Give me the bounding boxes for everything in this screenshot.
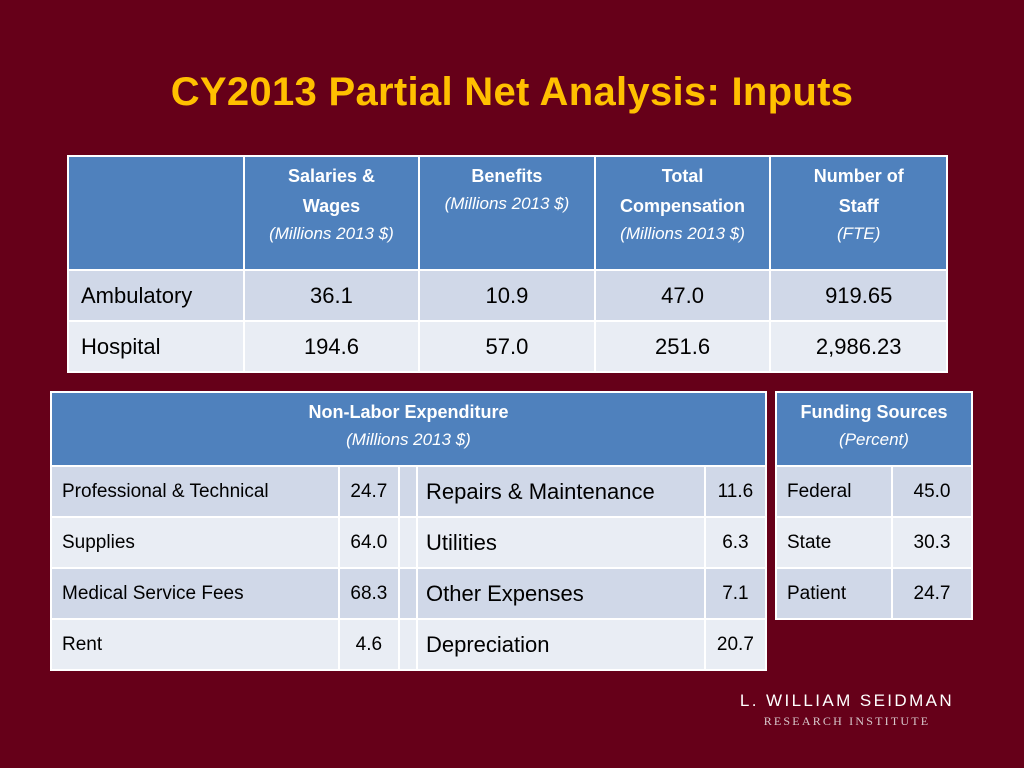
funding-label: Patient	[774, 567, 894, 620]
expense-label: Utilities	[416, 516, 706, 569]
funding-label: Federal	[774, 465, 894, 518]
header-unit: (Millions 2013 $)	[269, 224, 394, 243]
table-cell: 47.0	[593, 269, 772, 322]
header-unit: (Millions 2013 $)	[620, 224, 745, 243]
compensation-table: Salaries & Wages (Millions 2013 $) Benef…	[67, 155, 948, 373]
funding-label: State	[774, 516, 894, 569]
row-label-ambulatory: Ambulatory	[67, 269, 245, 322]
institute-logo: L. WILLIAM SEIDMAN RESEARCH INSTITUTE	[737, 690, 957, 730]
non-labor-expenditure-table: Non-Labor Expenditure (Millions 2013 $) …	[50, 391, 768, 671]
expense-value: 20.7	[703, 618, 768, 671]
funding-value: 24.7	[891, 567, 973, 620]
header-benefits: Benefits (Millions 2013 $)	[418, 155, 596, 271]
expense-label: Depreciation	[416, 618, 706, 671]
funding-value: 45.0	[891, 465, 973, 518]
table-row: Medical Service Fees 68.3 Other Expenses…	[50, 567, 768, 620]
header-line: Wages	[302, 196, 361, 216]
spacer-cell	[397, 465, 419, 518]
header-unit: (Millions 2013 $)	[444, 194, 570, 213]
header-line: Benefits	[471, 166, 543, 186]
funding-header: Funding Sources (Percent)	[775, 391, 973, 467]
logo-name: L. WILLIAM SEIDMAN	[739, 691, 955, 710]
spacer-cell	[397, 618, 419, 671]
table-row: Rent 4.6 Depreciation 20.7	[50, 618, 768, 671]
header-line: Staff	[838, 196, 879, 216]
non-labor-unit: (Millions 2013 $)	[346, 430, 471, 449]
expense-value: 6.3	[703, 516, 768, 569]
expense-value: 68.3	[337, 567, 400, 620]
expense-value: 64.0	[337, 516, 400, 569]
table-cell: 251.6	[593, 320, 772, 373]
header-salaries-wages: Salaries & Wages (Millions 2013 $)	[242, 155, 421, 271]
table-header-row: Non-Labor Expenditure (Millions 2013 $)	[50, 391, 767, 467]
spacer-cell	[397, 516, 419, 569]
table-row: Professional & Technical 24.7 Repairs & …	[50, 465, 768, 518]
table-cell: 10.9	[418, 269, 596, 322]
non-labor-title: Non-Labor Expenditure	[308, 402, 509, 422]
header-line: Compensation	[620, 196, 746, 216]
spacer-cell	[397, 567, 419, 620]
funding-title: Funding Sources	[800, 402, 948, 422]
expense-value: 24.7	[337, 465, 400, 518]
slide-title: CY2013 Partial Net Analysis: Inputs	[170, 70, 854, 114]
expense-value: 4.6	[337, 618, 400, 671]
header-unit: (FTE)	[836, 224, 881, 243]
funding-unit: (Percent)	[839, 430, 909, 449]
expense-label: Other Expenses	[416, 567, 706, 620]
expense-label: Professional & Technical	[50, 465, 340, 518]
header-line: Number of	[813, 166, 904, 186]
table-row: Hospital 194.6 57.0 251.6 2,986.23	[67, 320, 948, 373]
header-line: Total	[661, 166, 704, 186]
logo-subtitle: RESEARCH INSTITUTE	[763, 714, 931, 728]
non-labor-header: Non-Labor Expenditure (Millions 2013 $)	[50, 391, 767, 467]
header-total-compensation: Total Compensation (Millions 2013 $)	[593, 155, 772, 271]
header-number-of-staff: Number of Staff (FTE)	[769, 155, 948, 271]
header-line: Salaries &	[287, 166, 375, 186]
table-cell: 57.0	[418, 320, 596, 373]
table-row: Patient 24.7	[774, 567, 973, 620]
table-cell: 919.65	[769, 269, 948, 322]
row-label-hospital: Hospital	[67, 320, 245, 373]
table-row: Supplies 64.0 Utilities 6.3	[50, 516, 768, 569]
expense-label: Medical Service Fees	[50, 567, 340, 620]
table-row: State 30.3	[774, 516, 973, 569]
table-row: Federal 45.0	[774, 465, 973, 518]
table-cell: 36.1	[242, 269, 421, 322]
table-cell: 194.6	[242, 320, 421, 373]
table-header-row: Funding Sources (Percent)	[775, 391, 973, 467]
table-cell: 2,986.23	[769, 320, 948, 373]
funding-sources-table: Funding Sources (Percent) Federal 45.0 S…	[774, 391, 973, 620]
expense-value: 7.1	[703, 567, 768, 620]
table-row: Ambulatory 36.1 10.9 47.0 919.65	[67, 269, 948, 322]
expense-label: Supplies	[50, 516, 340, 569]
header-empty-cell	[67, 155, 245, 271]
expense-label: Repairs & Maintenance	[416, 465, 706, 518]
expense-label: Rent	[50, 618, 340, 671]
expense-value: 11.6	[703, 465, 768, 518]
funding-value: 30.3	[891, 516, 973, 569]
table-header-row: Salaries & Wages (Millions 2013 $) Benef…	[67, 155, 948, 271]
